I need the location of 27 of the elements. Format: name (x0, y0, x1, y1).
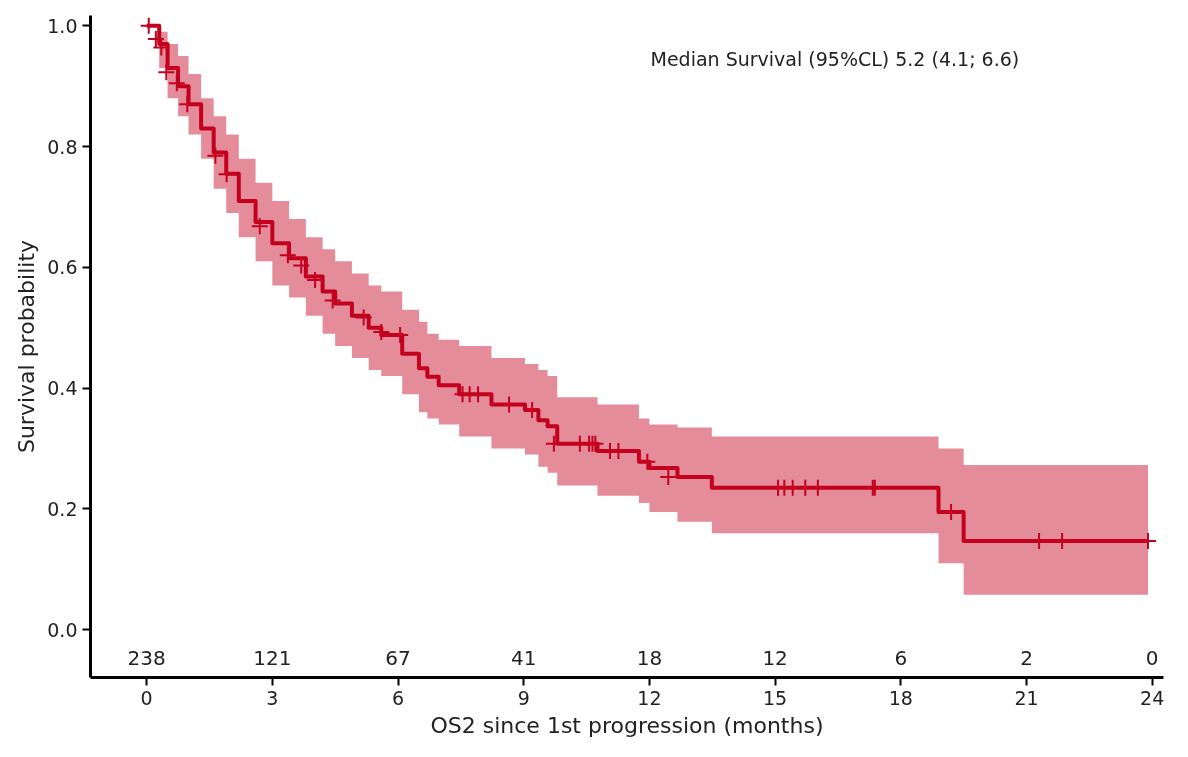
y-axis-title: Survival probability (14, 239, 40, 454)
y-tick-label: 0.4 (47, 377, 78, 400)
x-tick-label: 6 (391, 686, 405, 709)
annotation: 41 (511, 646, 537, 671)
annotation: 238 (127, 646, 166, 671)
x-tick-label: 21 (1014, 686, 1039, 709)
x-tick-label: 0 (140, 686, 153, 709)
annotation: 6 (894, 646, 908, 671)
y-tick-label: 1.0 (47, 14, 78, 37)
annotation: 0 (1145, 646, 1159, 671)
y-tick-label: 0.0 (47, 618, 78, 641)
annotation: 18 (636, 646, 663, 671)
x-axis-title: OS2 since 1st progression (months) (430, 712, 824, 738)
x-tick-label: 3 (266, 686, 279, 709)
x-tick-label: 18 (888, 686, 913, 709)
annotation: 12 (762, 646, 788, 671)
x-tick-label: 15 (763, 686, 788, 709)
x-tick-label: 9 (517, 686, 530, 709)
y-tick-label: 0.2 (47, 497, 78, 520)
y-tick-label: 0.8 (47, 135, 78, 158)
x-tick-label: 12 (637, 686, 662, 709)
x-tick-label: 24 (1140, 686, 1165, 709)
annotation: Median Survival (95%CL) 5.2 (4.1; 6.6) (650, 47, 1020, 70)
annotation: 2 (1020, 646, 1033, 671)
annotation: 121 (253, 646, 292, 671)
annotation: 67 (385, 646, 411, 671)
y-tick-label: 0.6 (47, 256, 78, 279)
